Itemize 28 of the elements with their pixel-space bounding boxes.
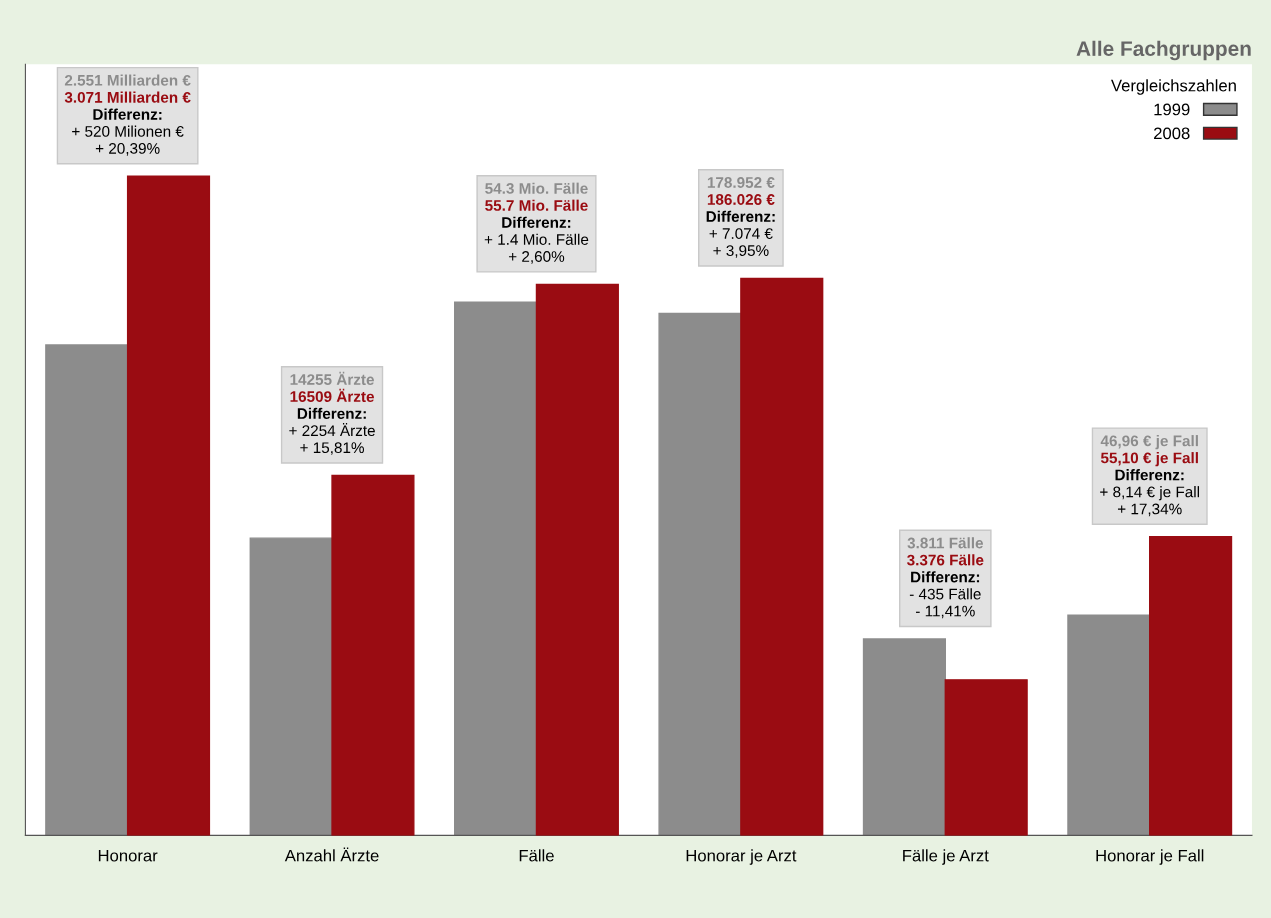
bar [944, 679, 1028, 836]
chart-title: Alle Fachgruppen [1076, 40, 1251, 61]
bar [249, 537, 333, 836]
legend-label: 2008 [1154, 127, 1190, 140]
x-tick-label: Honorar [98, 849, 158, 862]
annotation: 178.952 € 186.026 € Differenz: + 7.074 € + 3,95% [706, 177, 775, 258]
bar [535, 283, 619, 836]
x-tick-label: Fälle je Arzt [903, 849, 989, 865]
legend-title: Vergleichszahlen [1111, 79, 1236, 95]
bar [1149, 536, 1233, 836]
bar [45, 344, 129, 836]
annotation: 54.3 Mio. Fälle 55.7 Mio. Fälle Differenz: + 1.4 Mio. Fälle + 2,60% [484, 182, 589, 264]
annotation: 3.811 Fälle 3.376 Fälle Differenz: - 435 Fälle - 11,41% [907, 537, 984, 619]
bar [1067, 614, 1151, 836]
bar [331, 474, 415, 836]
text: 2.551 Milliarden € 3.071 Milliarden € Differenz: + 520 Milionen € + 20,39% [64, 74, 191, 156]
annotation: 46,96 € je Fall 55,10 € je Fall Differenz: + 8,14 € je Fall + 17,34% [1100, 435, 1200, 517]
x-tick-label: Honorar je Arzt [686, 849, 797, 865]
bar [740, 277, 824, 836]
bar [454, 301, 538, 836]
bar [126, 175, 211, 836]
x-tick-label: Anzahl Ärzte [284, 847, 379, 862]
x-tick-label: Fälle [519, 849, 554, 862]
annotation: 14255 Ärzte 16509 Ärzte Differenz: + 2254 Ärzte + 15,81% [289, 371, 375, 455]
legend-label: 1999 [1154, 103, 1190, 116]
bar [658, 312, 742, 836]
bar [862, 638, 947, 836]
x-tick-label: Honorar je Fall [1096, 849, 1204, 865]
